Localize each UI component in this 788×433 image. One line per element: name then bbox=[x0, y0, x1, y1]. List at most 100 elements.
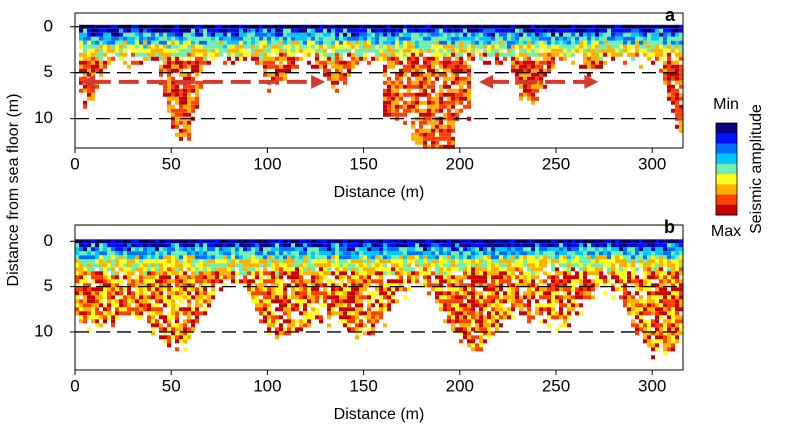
amplitude-cell bbox=[547, 243, 551, 248]
amplitude-cell bbox=[275, 267, 279, 272]
amplitude-cell bbox=[379, 259, 383, 264]
amplitude-cell bbox=[451, 96, 455, 101]
amplitude-cell bbox=[303, 307, 307, 312]
amplitude-cell bbox=[247, 251, 251, 256]
amplitude-cell bbox=[651, 40, 655, 45]
amplitude-cell bbox=[303, 299, 307, 304]
amplitude-cell bbox=[275, 271, 279, 276]
amplitude-cell bbox=[515, 64, 519, 69]
amplitude-cell bbox=[615, 267, 619, 272]
amplitude-cell bbox=[567, 283, 571, 288]
amplitude-cell bbox=[399, 28, 403, 33]
amplitude-cell bbox=[611, 283, 615, 288]
amplitude-cell bbox=[171, 251, 175, 256]
amplitude-cell bbox=[251, 287, 255, 292]
amplitude-cell bbox=[591, 36, 595, 41]
amplitude-cell bbox=[151, 319, 155, 324]
amplitude-cell bbox=[603, 32, 607, 37]
amplitude-cell bbox=[551, 36, 555, 41]
amplitude-cell bbox=[267, 291, 271, 296]
amplitude-cell bbox=[295, 48, 299, 53]
amplitude-cell bbox=[503, 255, 507, 260]
amplitude-cell bbox=[179, 108, 183, 113]
amplitude-cell bbox=[155, 303, 159, 308]
amplitude-cell bbox=[419, 283, 423, 288]
amplitude-cell bbox=[119, 40, 123, 45]
amplitude-cell bbox=[455, 64, 459, 69]
amplitude-cell bbox=[371, 319, 375, 324]
amplitude-cell bbox=[427, 44, 431, 49]
amplitude-cell bbox=[339, 287, 343, 292]
amplitude-cell bbox=[95, 40, 99, 45]
amplitude-cell bbox=[467, 295, 471, 300]
amplitude-cell bbox=[271, 287, 275, 292]
amplitude-cell bbox=[363, 259, 367, 264]
amplitude-cell bbox=[191, 48, 195, 53]
amplitude-cell bbox=[599, 247, 603, 252]
amplitude-cell bbox=[207, 295, 211, 300]
amplitude-cell bbox=[143, 275, 147, 280]
amplitude-cell bbox=[467, 327, 471, 332]
amplitude-cell bbox=[275, 335, 279, 340]
amplitude-cell bbox=[139, 271, 143, 276]
amplitude-cell bbox=[427, 68, 431, 73]
amplitude-cell bbox=[295, 327, 299, 332]
amplitude-cell bbox=[679, 279, 683, 284]
amplitude-cell bbox=[191, 247, 195, 252]
amplitude-cell bbox=[479, 44, 483, 49]
amplitude-cell bbox=[499, 279, 503, 284]
amplitude-cell bbox=[327, 279, 331, 284]
amplitude-cell bbox=[503, 247, 507, 252]
amplitude-cell bbox=[379, 275, 383, 280]
amplitude-cell bbox=[575, 24, 579, 29]
amplitude-cell bbox=[91, 259, 95, 264]
amplitude-cell bbox=[239, 40, 243, 45]
amplitude-cell bbox=[243, 40, 247, 45]
amplitude-cell bbox=[231, 36, 235, 41]
amplitude-cell bbox=[167, 48, 171, 53]
amplitude-cell bbox=[579, 255, 583, 260]
amplitude-cell bbox=[531, 100, 535, 105]
amplitude-cell bbox=[411, 92, 415, 97]
amplitude-cell bbox=[467, 291, 471, 296]
amplitude-cell bbox=[675, 124, 679, 129]
amplitude-cell bbox=[651, 283, 655, 288]
amplitude-cell bbox=[431, 72, 435, 77]
amplitude-cell bbox=[143, 40, 147, 45]
amplitude-cell bbox=[615, 251, 619, 256]
amplitude-cell bbox=[507, 32, 511, 37]
amplitude-cell bbox=[359, 44, 363, 49]
amplitude-cell bbox=[299, 327, 303, 332]
amplitude-cell bbox=[595, 259, 599, 264]
amplitude-cell bbox=[363, 255, 367, 260]
amplitude-cell bbox=[643, 335, 647, 340]
amplitude-cell bbox=[263, 255, 267, 260]
amplitude-cell bbox=[515, 56, 519, 61]
amplitude-cell bbox=[407, 76, 411, 81]
amplitude-cell bbox=[203, 60, 207, 65]
amplitude-cell bbox=[643, 279, 647, 284]
amplitude-cell bbox=[499, 303, 503, 308]
amplitude-cell bbox=[307, 303, 311, 308]
amplitude-cell bbox=[671, 275, 675, 280]
amplitude-cell bbox=[223, 267, 227, 272]
amplitude-cell bbox=[623, 247, 627, 252]
amplitude-cell bbox=[623, 291, 627, 296]
amplitude-cell bbox=[239, 279, 243, 284]
amplitude-cell bbox=[443, 44, 447, 49]
amplitude-cell bbox=[595, 271, 599, 276]
amplitude-cell bbox=[115, 311, 119, 316]
amplitude-cell bbox=[111, 44, 115, 49]
amplitude-cell bbox=[275, 319, 279, 324]
amplitude-cell bbox=[343, 255, 347, 260]
amplitude-cell bbox=[211, 36, 215, 41]
amplitude-cell bbox=[255, 299, 259, 304]
amplitude-cell bbox=[675, 323, 679, 328]
amplitude-cell bbox=[531, 259, 535, 264]
amplitude-cell bbox=[135, 307, 139, 312]
amplitude-cell bbox=[435, 251, 439, 256]
amplitude-cell bbox=[407, 24, 411, 29]
amplitude-cell bbox=[575, 239, 579, 244]
amplitude-cell bbox=[531, 88, 535, 93]
amplitude-cell bbox=[663, 32, 667, 37]
